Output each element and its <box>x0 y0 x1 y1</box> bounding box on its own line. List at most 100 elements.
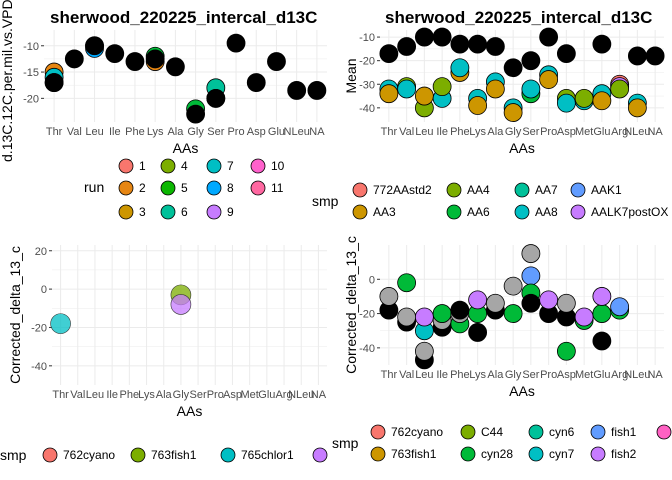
p2-point <box>521 51 541 71</box>
legend-smp-top-label: AA6 <box>467 205 490 219</box>
legend-smp-bl-key <box>130 447 146 463</box>
p2-xtick-label: Phe <box>450 126 470 138</box>
legend-run-key <box>206 158 222 174</box>
p2-ytick-label: -20 <box>359 56 375 68</box>
p2-xtick-label: Val <box>399 126 414 138</box>
p3-point <box>50 313 71 334</box>
p3-panel <box>52 245 327 385</box>
p1-ylabel: d.13C.12C.per.mil.vs.VPDB <box>0 0 15 162</box>
p3-xtick-label: NLeu <box>288 389 314 401</box>
legend-smp-bl-label: 763fish1 <box>151 448 197 462</box>
p2-ytick-label: -40 <box>359 103 375 115</box>
legend-run-key <box>206 180 222 196</box>
p3-xtick-label: Ala <box>156 389 173 401</box>
p3-xtick-label: Leu <box>86 389 104 401</box>
p4-point <box>610 297 630 317</box>
legend-smp-bl-label: 765chlor1 <box>241 448 294 462</box>
p1-xtick-label: Phe <box>125 126 145 138</box>
legend-smp-top: smp 772AAstd2 AA3 AA4 AA6 AA7 AA8 AAK1 AALK7post… <box>312 182 668 220</box>
p3-xtick-label: Ile <box>106 389 118 401</box>
legend-smp-br-title: smp <box>332 435 359 451</box>
p4-xtick-label: Lys <box>469 369 486 381</box>
legend-smp-bl-key <box>220 447 236 463</box>
p1-xtick-label: Val <box>67 126 82 138</box>
p1-point <box>206 88 226 108</box>
p4-point <box>485 293 505 313</box>
p1-xtick-label: Ile <box>109 126 121 138</box>
p1-xtick-label: Ser <box>207 126 224 138</box>
p2-point <box>468 34 488 54</box>
p1-xtick-label: Leu <box>85 126 103 138</box>
p4-xtick-label: Pro <box>540 369 557 381</box>
legend-smp-br-label: 763fish1 <box>391 447 437 461</box>
p2-point <box>485 37 505 56</box>
p3-ytick-label: 20 <box>35 246 47 258</box>
p4-xtick-label: Ile <box>436 369 448 381</box>
p3-xtick-label: Pro <box>207 389 224 401</box>
p2-point <box>592 91 612 111</box>
p4-ytick-label: -20 <box>359 309 375 321</box>
legend-run: run 1 2 3 4 5 6 7 8 9 10 11 <box>84 158 285 220</box>
p4-xtick-label: Asp <box>557 369 576 381</box>
p2-point <box>485 79 505 99</box>
legend-run-key <box>160 204 176 220</box>
legend-smp-br-key <box>460 424 476 440</box>
legend-run-label: 11 <box>271 181 284 195</box>
p3-xtick-label: Arg <box>275 389 292 401</box>
legend-smp-bl-label: 762cyano <box>63 448 115 462</box>
p3-xtick-label: Glu <box>258 389 275 401</box>
legend-run-label: 7 <box>227 159 234 173</box>
p2-point <box>539 27 559 47</box>
p2-point <box>503 103 523 122</box>
legend-smp-bottom-left: smp 762cyano 763fish1 765chlor1 <box>0 447 328 463</box>
p1-point <box>226 33 246 53</box>
p4-point <box>556 341 576 361</box>
p2-xtick-label: Leu <box>415 126 433 138</box>
p1-point <box>44 73 64 92</box>
p1-xlabel: AAs <box>173 140 199 156</box>
p1-point <box>145 49 165 69</box>
p4-point <box>379 287 399 306</box>
legend-run-label: 9 <box>227 205 234 219</box>
legend-smp-br-key <box>656 424 672 440</box>
p1-xtick-label: Asp <box>247 126 266 138</box>
p4-xtick-label: Phe <box>450 369 470 381</box>
legend-smp-top-key <box>352 182 368 198</box>
p2-point <box>379 84 399 104</box>
p3-xtick-label: Thr <box>52 389 69 401</box>
p2-xtick-label: NA <box>647 126 663 138</box>
p4-point <box>574 307 594 327</box>
legend-run-label: 3 <box>139 205 146 219</box>
legend-smp-top-key <box>446 204 462 220</box>
p2-point <box>627 98 647 118</box>
p2-xtick-label: Asp <box>557 126 576 138</box>
p2-point <box>432 77 452 97</box>
p4-point <box>521 293 541 313</box>
legend-smp-bl-title: smp <box>0 447 27 463</box>
p3-xlabel: AAs <box>177 403 203 419</box>
legend-smp-br-key <box>370 424 386 440</box>
p2-point <box>468 96 488 115</box>
p4-xtick-label: Ala <box>487 369 504 381</box>
p1-xtick-label: Lys <box>147 126 164 138</box>
p4-ytick-label: 0 <box>369 274 375 286</box>
p4-point <box>397 273 417 293</box>
p4-point <box>539 290 559 310</box>
p4-xtick-label: Thr <box>381 369 398 381</box>
p2-point <box>645 46 665 66</box>
legend-smp-br-label: 762cyano <box>391 425 443 439</box>
p3-xtick-label: Ser <box>190 389 207 401</box>
legend-run-label: 10 <box>271 159 285 173</box>
p1-point <box>125 52 145 71</box>
p1-xtick-label: Glu <box>268 126 285 138</box>
p1-ytick-label: -10 <box>23 41 39 53</box>
p2-point <box>556 93 576 113</box>
p2-point <box>627 46 647 66</box>
legend-smp-br-label: fish1 <box>611 425 637 439</box>
p2-point <box>379 44 399 63</box>
p4-xtick-label: NLeu <box>624 369 650 381</box>
p2-point <box>539 70 559 89</box>
p3-ytick-label: -20 <box>31 322 47 334</box>
